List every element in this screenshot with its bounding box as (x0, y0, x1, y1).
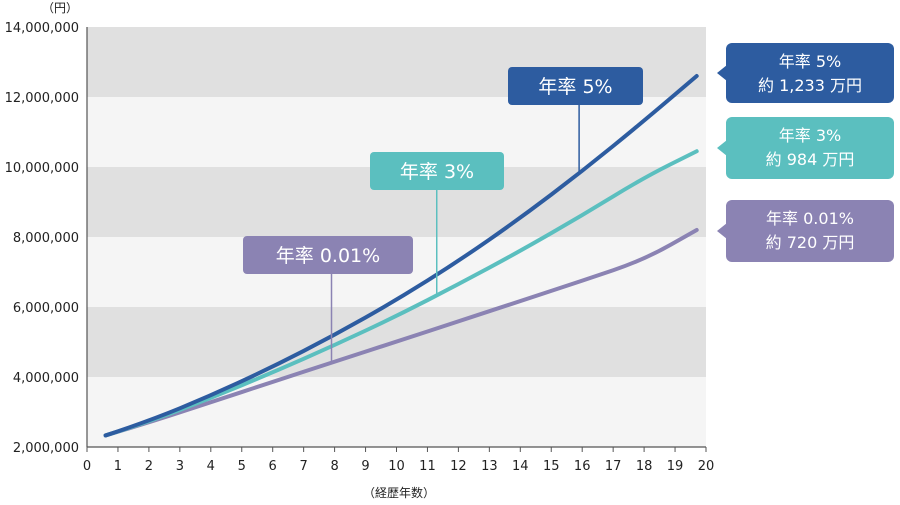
y-tick-label: 12,000,000 (5, 91, 79, 106)
end-label-amount: 約 984 万円 (766, 150, 855, 169)
x-tick-label: 4 (207, 459, 215, 474)
x-tick-label: 13 (481, 459, 498, 474)
series-line-1 (103, 149, 699, 438)
end-label-box (726, 43, 894, 103)
y-tick-label: 10,000,000 (5, 161, 79, 176)
end-label-rate: 年率 5% (779, 52, 841, 71)
x-tick-label: 2 (145, 459, 153, 474)
x-tick-label: 10 (388, 459, 405, 474)
end-label-rate: 年率 3% (779, 126, 841, 145)
x-axis-label: （経歴年数） (363, 485, 435, 500)
callout-label: 年率 3% (400, 161, 474, 183)
x-tick-label: 6 (269, 459, 277, 474)
end-label-amount: 約 1,233 万円 (758, 76, 862, 95)
x-tick-label: 15 (543, 459, 560, 474)
x-tick-label: 3 (176, 459, 184, 474)
callout-box (370, 152, 504, 190)
y-axis-label: （円） (42, 1, 78, 15)
x-tick-label: 9 (361, 459, 369, 474)
series-line-2 (103, 74, 699, 438)
x-tick-label: 19 (667, 459, 684, 474)
x-tick-label: 11 (419, 459, 436, 474)
end-label-box (726, 117, 894, 179)
end-label-pointer (717, 223, 727, 239)
x-tick-label: 5 (238, 459, 246, 474)
x-tick-label: 8 (330, 459, 338, 474)
end-label-box (726, 200, 894, 262)
callout-box (508, 67, 643, 105)
x-tick-label: 1 (114, 459, 122, 474)
end-label-rate: 年率 0.01% (766, 209, 854, 228)
y-tick-label: 2,000,000 (13, 441, 79, 456)
x-tick-label: 16 (574, 459, 591, 474)
x-tick-label: 18 (636, 459, 653, 474)
grid-band (87, 377, 706, 447)
callout-box (243, 236, 413, 274)
y-tick-label: 8,000,000 (13, 231, 79, 246)
x-tick-label: 12 (450, 459, 467, 474)
x-tick-label: 14 (512, 459, 529, 474)
y-tick-label: 6,000,000 (13, 301, 79, 316)
x-tick-label: 20 (698, 459, 715, 474)
x-tick-label: 7 (300, 459, 308, 474)
end-label-pointer (717, 65, 727, 81)
x-tick-label: 17 (605, 459, 622, 474)
y-tick-label: 14,000,000 (5, 21, 79, 36)
end-label-amount: 約 720 万円 (766, 233, 855, 252)
callout-label: 年率 5% (538, 76, 612, 98)
series-line-0 (103, 228, 699, 438)
x-tick-label: 0 (83, 459, 91, 474)
callout-label: 年率 0.01% (276, 245, 380, 267)
end-label-pointer (717, 140, 727, 156)
y-tick-label: 4,000,000 (13, 371, 79, 386)
